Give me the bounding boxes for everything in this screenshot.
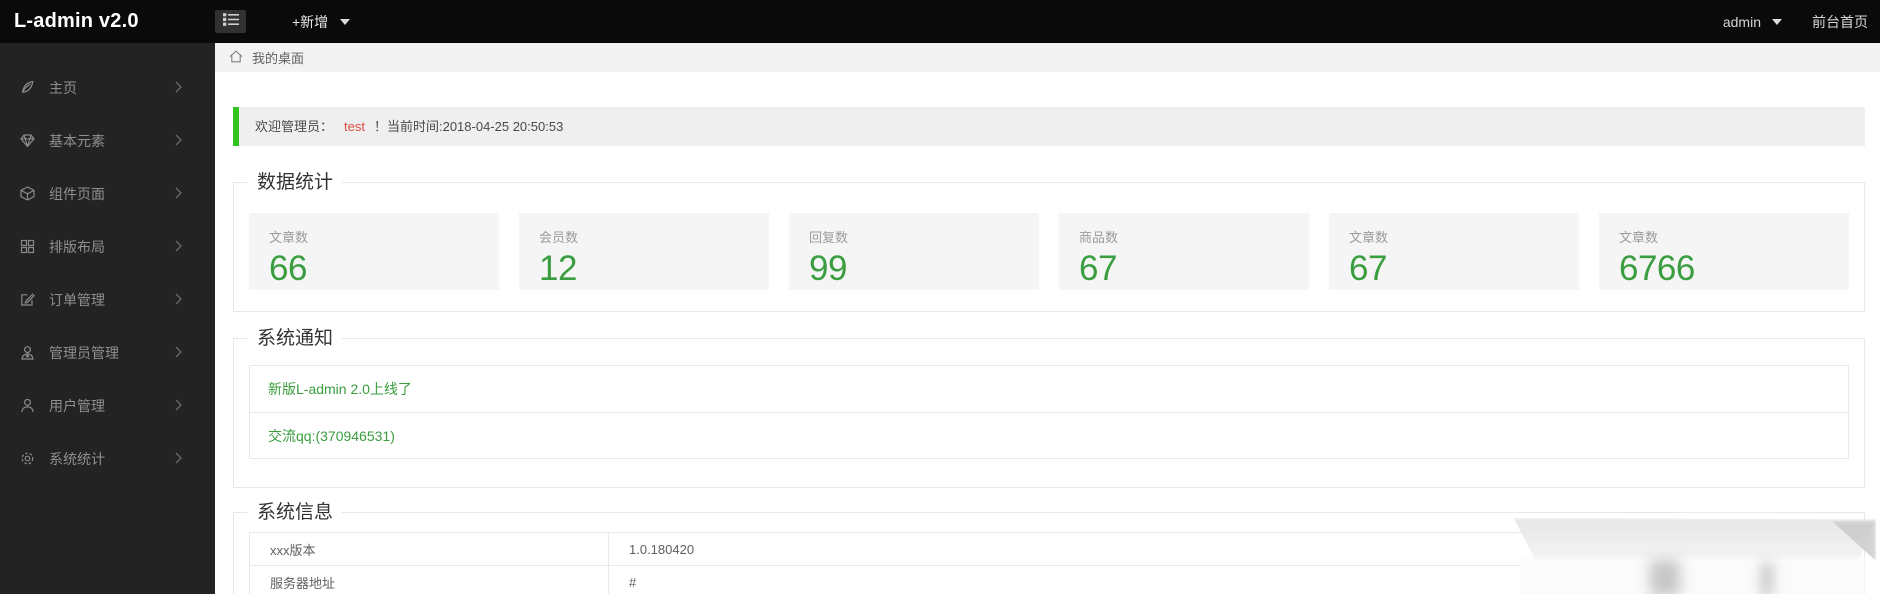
user-icon — [18, 397, 36, 415]
info-key-cell: 服务器地址 — [249, 565, 609, 594]
admin-user-icon — [18, 344, 36, 362]
stat-label: 文章数 — [1619, 230, 1659, 245]
gem-icon — [18, 132, 36, 150]
edit-icon — [18, 291, 36, 309]
chevron-right-icon — [175, 292, 182, 308]
sidebar-item-label: 订单管理 — [49, 291, 105, 308]
sidebar-item-statistics[interactable]: 系统统计 — [0, 432, 215, 485]
info-panel: 系统信息 xxx版本 1.0.180420 服务器地址 # — [233, 500, 1865, 594]
sidebar-item-layout[interactable]: 排版布局 — [0, 220, 215, 273]
notice-link[interactable]: 交流qq:(370946531) — [250, 412, 1848, 458]
stat-label: 回复数 — [809, 230, 849, 245]
sidebar-item-user-management[interactable]: 用户管理 — [0, 379, 215, 432]
stat-card: 文章数 67 — [1329, 213, 1579, 290]
stat-cards-row: 文章数 66 会员数 12 回复数 99 商品数 67 文章数 67 文章数 6… — [249, 213, 1849, 290]
sidebar: 主页 基本元素 组件页面 排版布局 订单 — [0, 43, 215, 594]
info-key-cell: xxx版本 — [249, 532, 609, 566]
welcome-alert: 欢迎管理员： test ！当前时间:2018-04-25 20:50:53 — [233, 107, 1865, 146]
add-new-dropdown[interactable]: +新增 — [292, 0, 351, 43]
stat-card: 文章数 6766 — [1599, 213, 1849, 290]
stat-value: 12 — [539, 249, 577, 288]
table-row: xxx版本 1.0.180420 — [249, 532, 1849, 566]
caret-down-icon — [1772, 18, 1782, 25]
stat-label: 文章数 — [269, 230, 309, 245]
hamburger-icon — [222, 12, 239, 31]
notice-panel-title: 系统通知 — [248, 326, 343, 351]
main-content: 我的桌面 欢迎管理员： test ！当前时间:2018-04-25 20:50:53… — [215, 43, 1880, 594]
sidebar-item-label: 系统统计 — [49, 450, 105, 467]
user-dropdown[interactable]: admin — [1723, 14, 1782, 30]
caret-down-icon — [340, 18, 351, 25]
info-table: xxx版本 1.0.180420 服务器地址 # — [249, 532, 1849, 594]
welcome-suffix: ！当前时间:2018-04-25 20:50:53 — [373, 119, 564, 134]
sidebar-item-home[interactable]: 主页 — [0, 61, 215, 114]
gear-icon — [18, 450, 36, 468]
stat-card: 会员数 12 — [519, 213, 769, 290]
stat-label: 文章数 — [1349, 230, 1389, 245]
chevron-right-icon — [175, 239, 182, 255]
sidebar-item-label: 组件页面 — [49, 185, 105, 202]
app-logo: L-admin v2.0 — [14, 10, 139, 32]
sidebar-item-label: 主页 — [49, 79, 77, 96]
table-row: 服务器地址 # — [249, 565, 1849, 594]
stat-value: 67 — [1349, 249, 1387, 288]
info-value-cell: # — [608, 565, 1849, 594]
sidebar-item-components[interactable]: 组件页面 — [0, 167, 215, 220]
stat-value: 67 — [1079, 249, 1117, 288]
chevron-right-icon — [175, 133, 182, 149]
notice-link[interactable]: 新版L-admin 2.0上线了 — [268, 381, 412, 397]
info-value-cell: 1.0.180420 — [608, 532, 1849, 566]
cube-icon — [18, 185, 36, 203]
sidebar-item-label: 管理员管理 — [49, 344, 119, 361]
top-navbar: L-admin v2.0 +新增 admin 前台首页 — [0, 0, 1880, 43]
chevron-right-icon — [175, 345, 182, 361]
sidebar-toggle-button[interactable] — [215, 10, 246, 33]
add-new-label: +新增 — [292, 13, 329, 30]
sidebar-item-label: 基本元素 — [49, 132, 105, 149]
username-label: admin — [1722, 13, 1761, 30]
chevron-right-icon — [175, 80, 182, 96]
info-panel-title: 系统信息 — [248, 500, 343, 525]
chevron-right-icon — [175, 186, 182, 202]
stat-card: 商品数 67 — [1059, 213, 1309, 290]
stat-label: 会员数 — [539, 230, 579, 245]
stat-value: 99 — [809, 249, 847, 288]
home-icon — [228, 49, 244, 67]
welcome-username: test — [344, 119, 365, 134]
chevron-right-icon — [175, 398, 182, 414]
grid-icon — [18, 238, 36, 256]
notice-panel: 系统通知 新版L-admin 2.0上线了 交流qq:(370946531) — [233, 326, 1865, 488]
stats-panel-title: 数据统计 — [248, 170, 343, 195]
sidebar-item-label: 排版布局 — [49, 238, 105, 255]
leaf-icon — [18, 79, 36, 97]
stat-label: 商品数 — [1079, 230, 1119, 245]
notice-list: 新版L-admin 2.0上线了 交流qq:(370946531) — [249, 365, 1849, 459]
breadcrumb: 我的桌面 — [215, 43, 1880, 72]
stat-card: 回复数 99 — [789, 213, 1039, 290]
breadcrumb-label: 我的桌面 — [252, 51, 305, 66]
sidebar-item-orders[interactable]: 订单管理 — [0, 273, 215, 326]
welcome-prefix: 欢迎管理员： — [255, 119, 334, 134]
stats-panel: 数据统计 文章数 66 会员数 12 回复数 99 商品数 67 文章数 67 — [233, 170, 1865, 312]
stat-value: 66 — [269, 249, 307, 288]
navbar-right: admin 前台首页 — [1723, 0, 1868, 43]
frontend-home-link[interactable]: 前台首页 — [1812, 13, 1868, 30]
stat-value: 6766 — [1619, 249, 1695, 288]
sidebar-item-admin-management[interactable]: 管理员管理 — [0, 326, 215, 379]
sidebar-item-basic-elements[interactable]: 基本元素 — [0, 114, 215, 167]
chevron-right-icon — [175, 451, 182, 467]
sidebar-item-label: 用户管理 — [49, 397, 105, 414]
stat-card: 文章数 66 — [249, 213, 499, 290]
